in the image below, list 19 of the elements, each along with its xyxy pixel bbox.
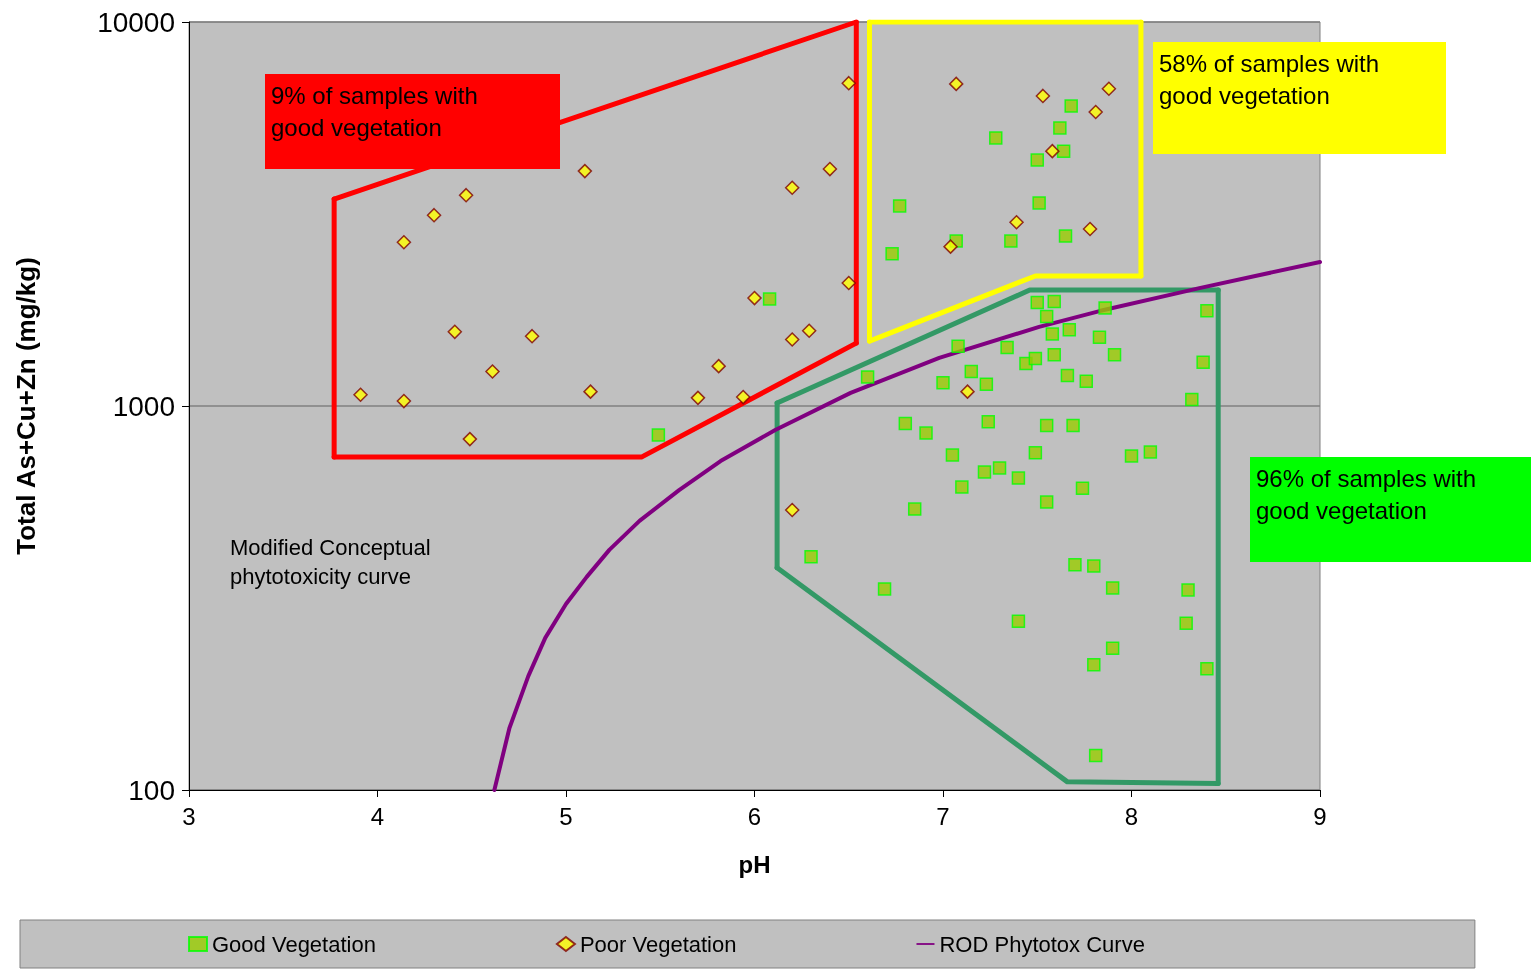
x-tick-label: 6 xyxy=(747,802,762,830)
y-tick-label: 1000 xyxy=(112,390,175,422)
legend-label: Poor Vegetation xyxy=(579,931,737,957)
x-tick-label: 7 xyxy=(936,802,950,830)
legend-label: ROD Phytotox Curve xyxy=(939,931,1145,957)
x-tick-label: 8 xyxy=(1124,802,1139,830)
annotation: Modified Conceptual phytotoxicity curve xyxy=(230,535,431,589)
x-tick-label: 9 xyxy=(1313,802,1327,830)
x-tick-label: 5 xyxy=(559,802,573,830)
annotation: 58% of samples with good vegetation xyxy=(1159,50,1380,109)
x-axis-title: pH xyxy=(738,850,771,878)
y-tick-label: 10000 xyxy=(97,6,175,38)
x-tick-label: 4 xyxy=(370,802,385,830)
annotation: 96% of samples with good vegetation xyxy=(1256,465,1477,524)
annotation: 9% of samples with good vegetation xyxy=(271,82,478,141)
y-tick-label: 100 xyxy=(128,774,175,806)
x-tick-label: 3 xyxy=(182,802,196,830)
legend-label: Good Vegetation xyxy=(212,931,376,957)
y-axis-title: Total As+Cu+Zn (mg/kg) xyxy=(11,257,41,555)
